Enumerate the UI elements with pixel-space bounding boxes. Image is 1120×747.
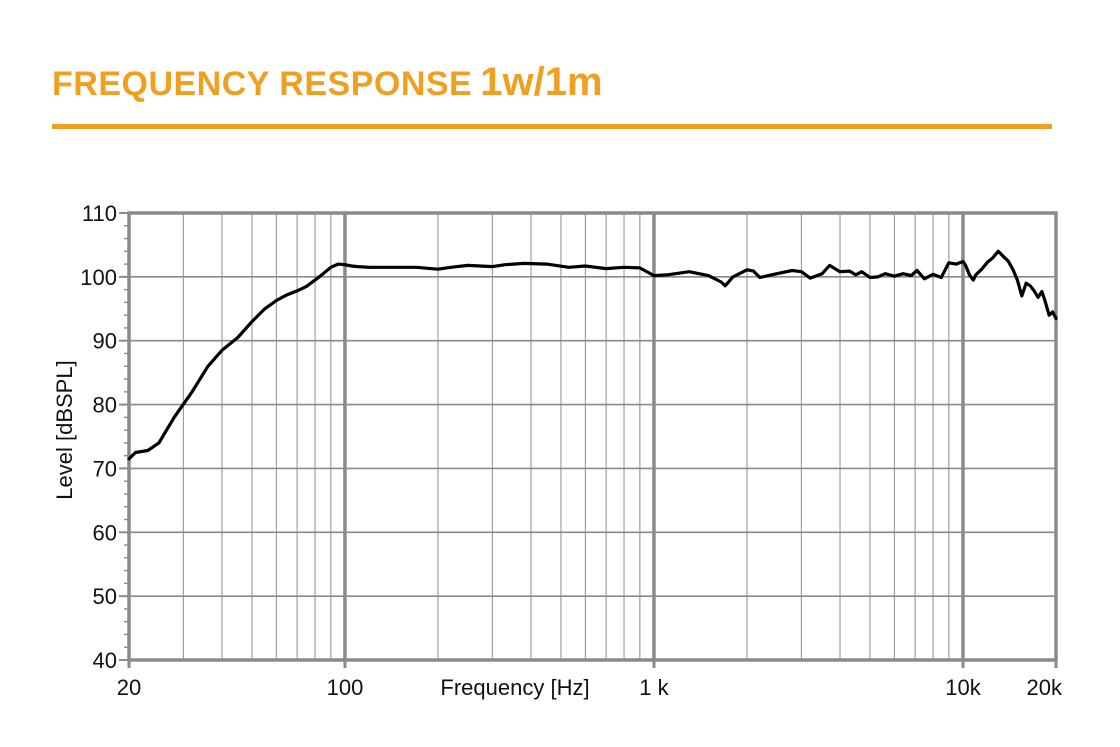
x-tick-label: 10k (945, 675, 981, 700)
title-suffix: 1w/1m (480, 60, 603, 104)
chart-title: FREQUENCY RESPONSE 1w/1m (52, 62, 1052, 102)
plot-frame (127, 211, 1058, 662)
y-tick-labels: 40 50 60 70 80 90 100 110 (80, 201, 117, 673)
y-tick-label: 80 (93, 393, 117, 418)
y-tick-label: 110 (82, 201, 117, 226)
y-tick-label: 50 (93, 584, 117, 609)
title-main: FREQUENCY RESPONSE (52, 65, 473, 103)
y-axis-label: Level [dBSPL] (52, 360, 77, 499)
x-tick-label: 1 k (639, 675, 669, 700)
y-tick-label: 70 (93, 456, 117, 481)
title-underline (52, 124, 1052, 129)
series-line (127, 249, 1058, 461)
x-tick-label: 20k (1027, 675, 1063, 700)
y-tick-label: 60 (93, 520, 117, 545)
y-minor-ticks (119, 212, 1058, 668)
x-tick-labels: 20 100 1 k 10k 20k (117, 675, 1063, 700)
y-tick-label: 40 (93, 648, 117, 673)
x-tick-label: 20 (117, 675, 141, 700)
major-grid (127, 211, 1058, 662)
y-tick-label: 90 (93, 329, 117, 354)
x-tick-label: 100 (327, 675, 364, 700)
x-axis-label: Frequency [Hz] (440, 675, 589, 700)
minor-grid (182, 213, 950, 660)
y-tick-label: 100 (80, 265, 117, 290)
